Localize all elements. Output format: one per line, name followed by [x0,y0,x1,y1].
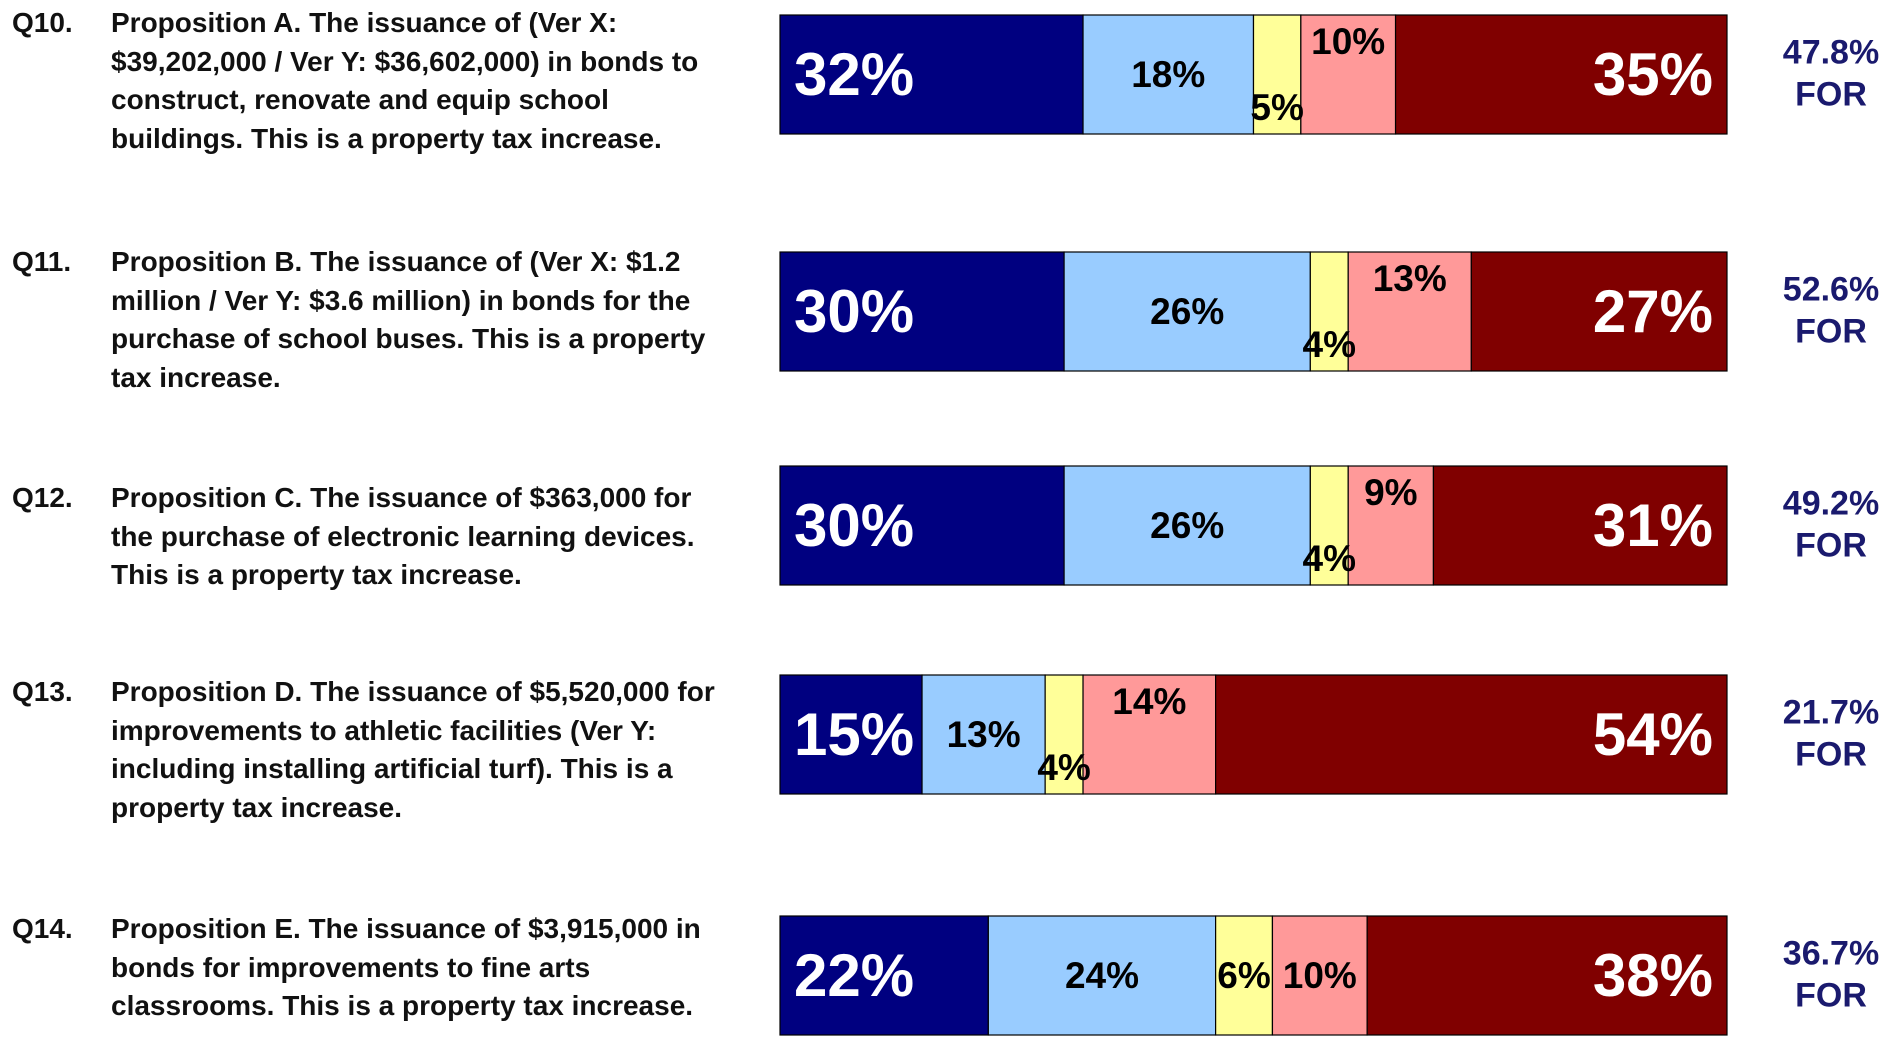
value-label: 6% [1217,955,1270,996]
value-label: 4% [1303,324,1356,365]
value-label: 22% [794,942,914,1009]
for-percent: 47.8% [1783,34,1879,72]
bar-segment [1271,915,1368,1036]
question-text: Proposition B. The issuance of (Ver X: $… [111,246,706,393]
bar-segment [1215,915,1274,1036]
question-text: Proposition E. The issuance of $3,915,00… [111,913,701,1021]
bar-segment [1366,915,1728,1036]
bar-segment [1215,674,1728,795]
for-percent: 52.6% [1783,271,1879,309]
value-label: 32% [794,41,914,108]
bar-segment [1347,251,1472,372]
question-number: Q14. [12,913,73,944]
bar-segment [1082,674,1217,795]
value-label: 24% [1065,955,1139,996]
bar-segment [1082,14,1255,135]
bar-segment [1470,251,1728,372]
value-label: 35% [1593,41,1713,108]
value-label: 4% [1303,538,1356,579]
bar-segment [1300,14,1397,135]
value-label: 31% [1593,492,1713,559]
for-percent: 36.7% [1783,935,1879,973]
for-label: FOR [1795,527,1867,565]
value-label: 14% [1112,681,1186,722]
for-label: FOR [1795,76,1867,114]
value-label: 9% [1364,472,1417,513]
question-number: Q12. [12,482,73,513]
question-text: Proposition C. The issuance of $363,000 … [111,482,695,590]
bar-segment [1432,465,1728,586]
bar-segment [1252,14,1302,135]
value-label: 38% [1593,942,1713,1009]
question-text: Proposition A. The issuance of (Ver X: $… [111,7,699,154]
bar-segment [779,251,1065,372]
value-label: 4% [1037,747,1090,788]
bar-segment [1394,14,1728,135]
value-label: 15% [794,701,914,768]
bar-segment [1309,465,1349,586]
bar-segment [1063,465,1311,586]
question-text: Proposition D. The issuance of $5,520,00… [111,676,715,823]
question-number: Q11. [12,246,72,277]
for-percent: 49.2% [1783,485,1879,523]
bar-segment [779,465,1065,586]
bar-segment [921,674,1046,795]
for-label: FOR [1795,313,1867,351]
value-label: 5% [1250,87,1303,128]
bar-segment [779,14,1084,135]
for-percent: 21.7% [1783,694,1879,732]
value-label: 10% [1311,21,1385,62]
value-label: 30% [794,278,914,345]
value-label: 13% [1373,258,1447,299]
value-label: 10% [1283,955,1357,996]
bar-segment [987,915,1217,1036]
value-label: 26% [1150,291,1224,332]
value-label: 18% [1131,54,1205,95]
question-number: Q13. [12,676,73,707]
for-label: FOR [1795,736,1867,774]
bar-segment [1309,251,1349,372]
value-label: 30% [794,492,914,559]
for-label: FOR [1795,977,1867,1015]
bar-segment [1044,674,1084,795]
value-label: 13% [947,714,1021,755]
value-label: 54% [1593,701,1713,768]
question-number: Q10. [12,7,73,38]
value-label: 26% [1150,505,1224,546]
bar-segment [1347,465,1435,586]
value-label: 27% [1593,278,1713,345]
